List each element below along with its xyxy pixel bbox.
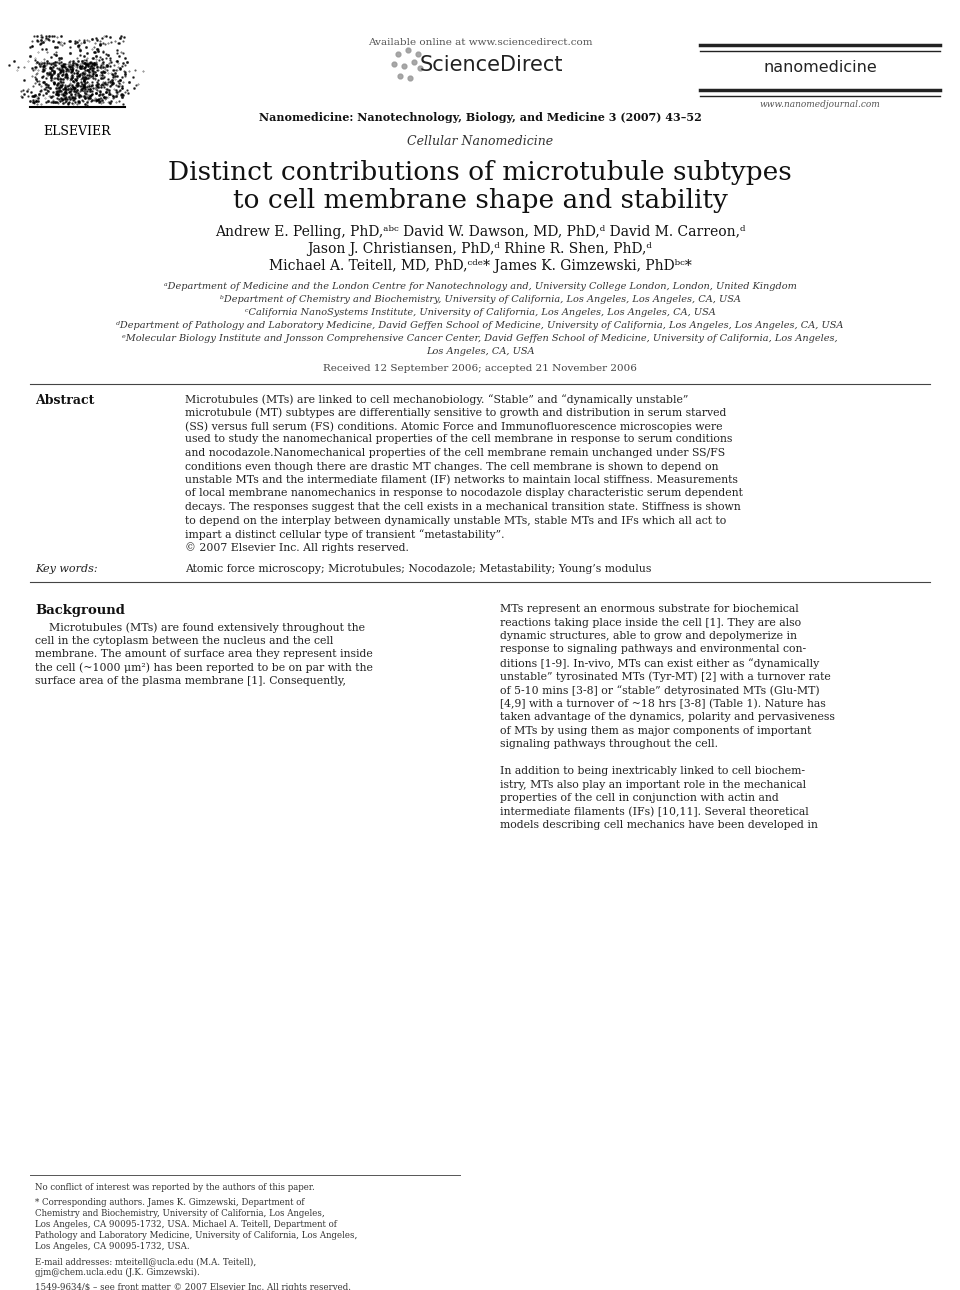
Text: Microtubules (MTs) are linked to cell mechanobiology. “Stable” and “dynamically : Microtubules (MTs) are linked to cell me…: [185, 393, 688, 405]
Text: Andrew E. Pelling, PhD,ᵃᵇᶜ David W. Dawson, MD, PhD,ᵈ David M. Carreon,ᵈ: Andrew E. Pelling, PhD,ᵃᵇᶜ David W. Daws…: [215, 224, 745, 239]
Text: Michael A. Teitell, MD, PhD,ᶜᵈᵉ* James K. Gimzewski, PhDᵇᶜ*: Michael A. Teitell, MD, PhD,ᶜᵈᵉ* James K…: [269, 259, 691, 273]
Text: E-mail addresses: mteitell@ucla.edu (M.A. Teitell),: E-mail addresses: mteitell@ucla.edu (M.A…: [35, 1256, 256, 1265]
Text: cell in the cytoplasm between the nucleus and the cell: cell in the cytoplasm between the nucleu…: [35, 636, 333, 645]
Text: Microtubules (MTs) are found extensively throughout the: Microtubules (MTs) are found extensively…: [35, 622, 365, 632]
Text: Background: Background: [35, 604, 125, 617]
Text: In addition to being inextricably linked to cell biochem-: In addition to being inextricably linked…: [500, 766, 805, 777]
Text: unstable” tyrosinated MTs (Tyr-MT) [2] with a turnover rate: unstable” tyrosinated MTs (Tyr-MT) [2] w…: [500, 672, 830, 682]
Text: microtubule (MT) subtypes are differentially sensitive to growth and distributio: microtubule (MT) subtypes are differenti…: [185, 408, 727, 418]
Text: of 5-10 mins [3-8] or “stable” detyrosinated MTs (Glu-MT): of 5-10 mins [3-8] or “stable” detyrosin…: [500, 685, 820, 695]
Text: taken advantage of the dynamics, polarity and pervasiveness: taken advantage of the dynamics, polarit…: [500, 712, 835, 722]
Text: No conflict of interest was reported by the authors of this paper.: No conflict of interest was reported by …: [35, 1183, 315, 1192]
Text: membrane. The amount of surface area they represent inside: membrane. The amount of surface area the…: [35, 649, 372, 659]
Text: dynamic structures, able to grow and depolymerize in: dynamic structures, able to grow and dep…: [500, 631, 797, 641]
Text: ᵈDepartment of Pathology and Laboratory Medicine, David Geffen School of Medicin: ᵈDepartment of Pathology and Laboratory …: [116, 321, 844, 330]
Text: Available online at www.sciencedirect.com: Available online at www.sciencedirect.co…: [368, 37, 592, 46]
Text: Los Angeles, CA 90095-1732, USA. Michael A. Teitell, Department of: Los Angeles, CA 90095-1732, USA. Michael…: [35, 1220, 337, 1229]
Text: ditions [1-9]. In-vivo, MTs can exist either as “dynamically: ditions [1-9]. In-vivo, MTs can exist ei…: [500, 658, 819, 668]
Text: response to signaling pathways and environmental con-: response to signaling pathways and envir…: [500, 645, 806, 654]
Text: ᶜCalifornia NanoSystems Institute, University of California, Los Angeles, Los An: ᶜCalifornia NanoSystems Institute, Unive…: [245, 308, 715, 317]
Text: Nanomedicine: Nanotechnology, Biology, and Medicine 3 (2007) 43–52: Nanomedicine: Nanotechnology, Biology, a…: [258, 112, 702, 123]
Text: ᵇDepartment of Chemistry and Biochemistry, University of California, Los Angeles: ᵇDepartment of Chemistry and Biochemistr…: [220, 295, 740, 304]
Text: ᵉMolecular Biology Institute and Jonsson Comprehensive Cancer Center, David Geff: ᵉMolecular Biology Institute and Jonsson…: [122, 334, 838, 343]
Text: Cellular Nanomedicine: Cellular Nanomedicine: [407, 135, 553, 148]
Text: (SS) versus full serum (FS) conditions. Atomic Force and Immunofluorescence micr: (SS) versus full serum (FS) conditions. …: [185, 421, 723, 432]
Text: © 2007 Elsevier Inc. All rights reserved.: © 2007 Elsevier Inc. All rights reserved…: [185, 543, 409, 553]
Text: [4,9] with a turnover of ~18 hrs [3-8] (Table 1). Nature has: [4,9] with a turnover of ~18 hrs [3-8] (…: [500, 698, 826, 708]
Text: 1549-9634/$ – see front matter © 2007 Elsevier Inc. All rights reserved.: 1549-9634/$ – see front matter © 2007 El…: [35, 1284, 351, 1290]
Text: Atomic force microscopy; Microtubules; Nocodazole; Metastability; Young’s modulu: Atomic force microscopy; Microtubules; N…: [185, 564, 652, 574]
Text: ScienceDirect: ScienceDirect: [420, 55, 564, 75]
Text: reactions taking place inside the cell [1]. They are also: reactions taking place inside the cell […: [500, 618, 802, 627]
Text: nanomedicine: nanomedicine: [763, 61, 876, 75]
Text: and nocodazole.Nanomechanical properties of the cell membrane remain unchanged u: and nocodazole.Nanomechanical properties…: [185, 448, 725, 458]
Text: of local membrane nanomechanics in response to nocodazole display characteristic: of local membrane nanomechanics in respo…: [185, 489, 743, 498]
Text: gjm@chem.ucla.edu (J.K. Gimzewski).: gjm@chem.ucla.edu (J.K. Gimzewski).: [35, 1268, 200, 1277]
Text: surface area of the plasma membrane [1]. Consequently,: surface area of the plasma membrane [1].…: [35, 676, 346, 686]
Text: decays. The responses suggest that the cell exists in a mechanical transition st: decays. The responses suggest that the c…: [185, 502, 741, 512]
Text: Key words:: Key words:: [35, 564, 98, 574]
Text: to depend on the interplay between dynamically unstable MTs, stable MTs and IFs : to depend on the interplay between dynam…: [185, 516, 727, 525]
Text: Chemistry and Biochemistry, University of California, Los Angeles,: Chemistry and Biochemistry, University o…: [35, 1209, 324, 1218]
Text: unstable MTs and the intermediate filament (IF) networks to maintain local stiff: unstable MTs and the intermediate filame…: [185, 475, 738, 485]
Text: the cell (~1000 μm²) has been reported to be on par with the: the cell (~1000 μm²) has been reported t…: [35, 663, 372, 673]
Text: conditions even though there are drastic MT changes. The cell membrane is shown : conditions even though there are drastic…: [185, 462, 718, 472]
Text: MTs represent an enormous substrate for biochemical: MTs represent an enormous substrate for …: [500, 604, 799, 614]
Text: of MTs by using them as major components of important: of MTs by using them as major components…: [500, 725, 811, 735]
Text: www.nanomedjournal.com: www.nanomedjournal.com: [759, 101, 880, 108]
Text: istry, MTs also play an important role in the mechanical: istry, MTs also play an important role i…: [500, 779, 806, 789]
Text: properties of the cell in conjunction with actin and: properties of the cell in conjunction wi…: [500, 793, 779, 802]
Text: ᵃDepartment of Medicine and the London Centre for Nanotechnology and, University: ᵃDepartment of Medicine and the London C…: [163, 283, 797, 292]
Text: signaling pathways throughout the cell.: signaling pathways throughout the cell.: [500, 739, 718, 749]
Text: Received 12 September 2006; accepted 21 November 2006: Received 12 September 2006; accepted 21 …: [324, 364, 636, 373]
Text: * Corresponding authors. James K. Gimzewski, Department of: * Corresponding authors. James K. Gimzew…: [35, 1198, 304, 1207]
Text: to cell membrane shape and stability: to cell membrane shape and stability: [232, 188, 728, 213]
Text: impart a distinct cellular type of transient “metastability”.: impart a distinct cellular type of trans…: [185, 529, 505, 539]
Text: models describing cell mechanics have been developed in: models describing cell mechanics have be…: [500, 820, 818, 829]
Text: Distinct contributions of microtubule subtypes: Distinct contributions of microtubule su…: [168, 160, 792, 184]
Text: Jason J. Christiansen, PhD,ᵈ Rhine R. Shen, PhD,ᵈ: Jason J. Christiansen, PhD,ᵈ Rhine R. Sh…: [307, 243, 653, 255]
Text: used to study the nanomechanical properties of the cell membrane in response to : used to study the nanomechanical propert…: [185, 435, 732, 445]
Text: Los Angeles, CA, USA: Los Angeles, CA, USA: [425, 347, 535, 356]
Text: Abstract: Abstract: [35, 393, 94, 408]
Text: intermediate filaments (IFs) [10,11]. Several theoretical: intermediate filaments (IFs) [10,11]. Se…: [500, 806, 808, 817]
Text: Pathology and Laboratory Medicine, University of California, Los Angeles,: Pathology and Laboratory Medicine, Unive…: [35, 1231, 357, 1240]
Text: Los Angeles, CA 90095-1732, USA.: Los Angeles, CA 90095-1732, USA.: [35, 1242, 190, 1251]
Text: ELSEVIER: ELSEVIER: [44, 125, 111, 138]
